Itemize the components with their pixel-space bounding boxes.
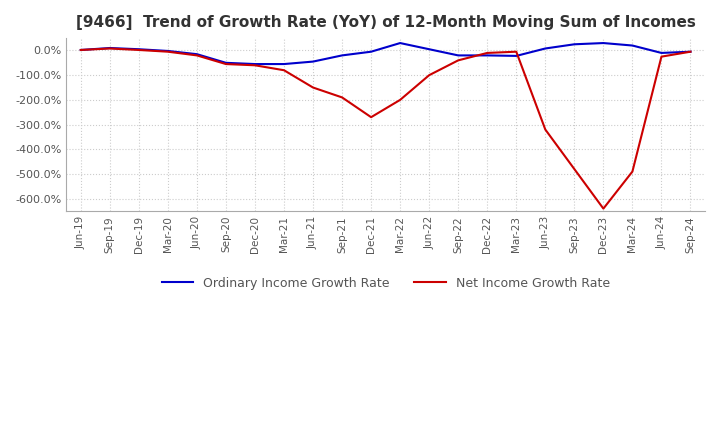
Line: Ordinary Income Growth Rate: Ordinary Income Growth Rate [81,43,690,64]
Net Income Growth Rate [105,46,114,51]
Net Income Growth Rate [454,58,462,63]
Ordinary Income Growth Rate [251,62,259,67]
Net Income Growth Rate [628,169,636,174]
Net Income Growth Rate [338,95,346,100]
Net Income Growth Rate [222,62,230,67]
Net Income Growth Rate [570,166,579,172]
Ordinary Income Growth Rate [163,48,172,54]
Ordinary Income Growth Rate [541,46,549,51]
Net Income Growth Rate [599,206,608,211]
Ordinary Income Growth Rate [396,40,405,46]
Net Income Growth Rate [135,48,143,53]
Ordinary Income Growth Rate [309,59,318,64]
Ordinary Income Growth Rate [512,53,521,59]
Net Income Growth Rate [483,50,492,55]
Net Income Growth Rate [396,97,405,103]
Ordinary Income Growth Rate [279,62,288,67]
Net Income Growth Rate [309,85,318,90]
Ordinary Income Growth Rate [192,51,201,57]
Ordinary Income Growth Rate [135,47,143,52]
Net Income Growth Rate [541,127,549,132]
Net Income Growth Rate [192,53,201,58]
Ordinary Income Growth Rate [366,49,375,55]
Ordinary Income Growth Rate [483,53,492,58]
Title: [9466]  Trend of Growth Rate (YoY) of 12-Month Moving Sum of Incomes: [9466] Trend of Growth Rate (YoY) of 12-… [76,15,696,30]
Net Income Growth Rate [251,62,259,68]
Ordinary Income Growth Rate [454,53,462,58]
Line: Net Income Growth Rate: Net Income Growth Rate [81,48,690,209]
Ordinary Income Growth Rate [76,48,85,53]
Net Income Growth Rate [425,73,433,78]
Ordinary Income Growth Rate [599,40,608,46]
Net Income Growth Rate [512,49,521,55]
Ordinary Income Growth Rate [657,50,666,55]
Legend: Ordinary Income Growth Rate, Net Income Growth Rate: Ordinary Income Growth Rate, Net Income … [156,272,615,295]
Ordinary Income Growth Rate [686,49,695,55]
Ordinary Income Growth Rate [425,47,433,52]
Ordinary Income Growth Rate [628,43,636,48]
Net Income Growth Rate [366,114,375,120]
Ordinary Income Growth Rate [338,53,346,58]
Net Income Growth Rate [76,48,85,53]
Ordinary Income Growth Rate [105,45,114,51]
Net Income Growth Rate [657,54,666,59]
Net Income Growth Rate [163,49,172,55]
Net Income Growth Rate [686,49,695,55]
Ordinary Income Growth Rate [570,42,579,47]
Ordinary Income Growth Rate [222,60,230,66]
Net Income Growth Rate [279,68,288,73]
